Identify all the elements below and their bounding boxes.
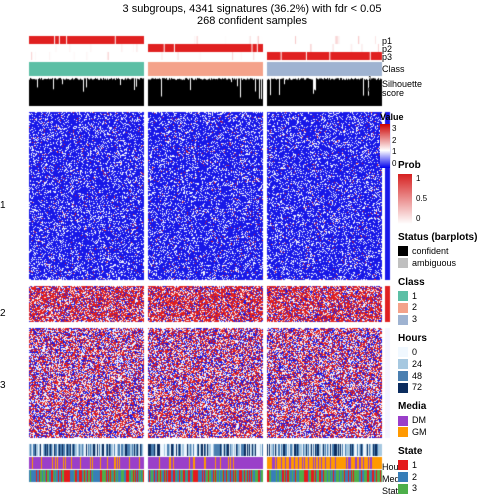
legend-title: Media — [398, 401, 502, 413]
prob-gradient — [398, 174, 412, 224]
legend-label: 2 — [412, 302, 417, 313]
label-class: Class — [382, 64, 405, 74]
legend-label: 24 — [412, 359, 422, 370]
vt1: 2 — [392, 136, 396, 145]
legend-class: Class 123 — [398, 277, 502, 325]
swatch — [398, 427, 408, 437]
legend-item: 72 — [398, 382, 502, 393]
legend-prob-title: Prob — [398, 160, 502, 172]
vt0: 3 — [392, 124, 396, 133]
legend-item: 2 — [398, 302, 502, 313]
pt0: 1 — [416, 174, 427, 184]
legend-label: 48 — [412, 371, 422, 382]
st0: 1 — [368, 76, 378, 83]
legend-label: 3 — [412, 483, 417, 494]
pt1: 0.5 — [416, 194, 427, 204]
legend-label: DM — [412, 415, 426, 426]
legend-item: 0 — [398, 347, 502, 358]
value-gradient — [380, 124, 390, 168]
legend-hours: Hours 0244872 — [398, 333, 502, 393]
title-line1: 3 subgroups, 4341 signatures (36.2%) wit… — [0, 0, 504, 15]
title-line2: 268 confident samples — [0, 15, 504, 27]
legend-item: 3 — [398, 314, 502, 325]
row-label-2: 2 — [0, 308, 6, 319]
legend-label: confident — [412, 246, 449, 257]
swatch — [398, 460, 408, 470]
silhouette-ticks: 1 0.5 0 — [368, 76, 378, 104]
legend-title: Class — [398, 277, 502, 289]
label-p3: p3 — [382, 52, 392, 62]
legend-title: Status (barplots) — [398, 232, 502, 244]
swatch — [398, 347, 408, 357]
legend-state: State 123 — [398, 446, 502, 494]
legend-media: Media DMGM — [398, 401, 502, 438]
legend-label: 0 — [412, 347, 417, 358]
legend-title: State — [398, 446, 502, 458]
legend-prob: Prob 1 0.5 0 — [398, 160, 502, 224]
row-label-1: 1 — [0, 200, 6, 211]
legend-label: 72 — [412, 382, 422, 393]
vt2: 1 — [392, 147, 396, 156]
value-scale: 3 2 1 0 — [380, 124, 396, 168]
legend-title: Hours — [398, 333, 502, 345]
pt2: 0 — [416, 214, 427, 224]
legend-item: 3 — [398, 483, 502, 494]
value-scale-title: Value — [380, 112, 404, 122]
swatch — [398, 246, 408, 256]
swatch — [398, 291, 408, 301]
swatch — [398, 383, 408, 393]
legend-label: ambiguous — [412, 258, 456, 269]
legend-label: 1 — [412, 460, 417, 471]
legend-item: 24 — [398, 359, 502, 370]
legend-item: 48 — [398, 371, 502, 382]
legend-label: 2 — [412, 472, 417, 483]
swatch — [398, 371, 408, 381]
legend-label: 1 — [412, 291, 417, 302]
swatch — [398, 416, 408, 426]
swatch — [398, 472, 408, 482]
swatch — [398, 359, 408, 369]
heatmap-canvas — [12, 34, 392, 500]
st2: 0 — [368, 97, 378, 104]
legend-label: GM — [412, 427, 427, 438]
legend-item: confident — [398, 246, 502, 257]
main-plot — [12, 34, 392, 500]
legend-item: 1 — [398, 460, 502, 471]
legend-label: 3 — [412, 314, 417, 325]
swatch — [398, 258, 408, 268]
st1: 0.5 — [368, 87, 378, 94]
row-label-3: 3 — [0, 380, 6, 391]
legend-item: 1 — [398, 291, 502, 302]
legend-item: 2 — [398, 472, 502, 483]
legend-panel: Prob 1 0.5 0 Status (barplots) confidenta… — [398, 160, 502, 502]
swatch — [398, 315, 408, 325]
label-silhouette: Silhouette score — [382, 80, 422, 98]
swatch — [398, 484, 408, 494]
vt3: 0 — [392, 159, 396, 168]
legend-item: GM — [398, 427, 502, 438]
swatch — [398, 303, 408, 313]
legend-status-barplots-: Status (barplots) confidentambiguous — [398, 232, 502, 269]
legend-item: ambiguous — [398, 258, 502, 269]
legend-item: DM — [398, 415, 502, 426]
